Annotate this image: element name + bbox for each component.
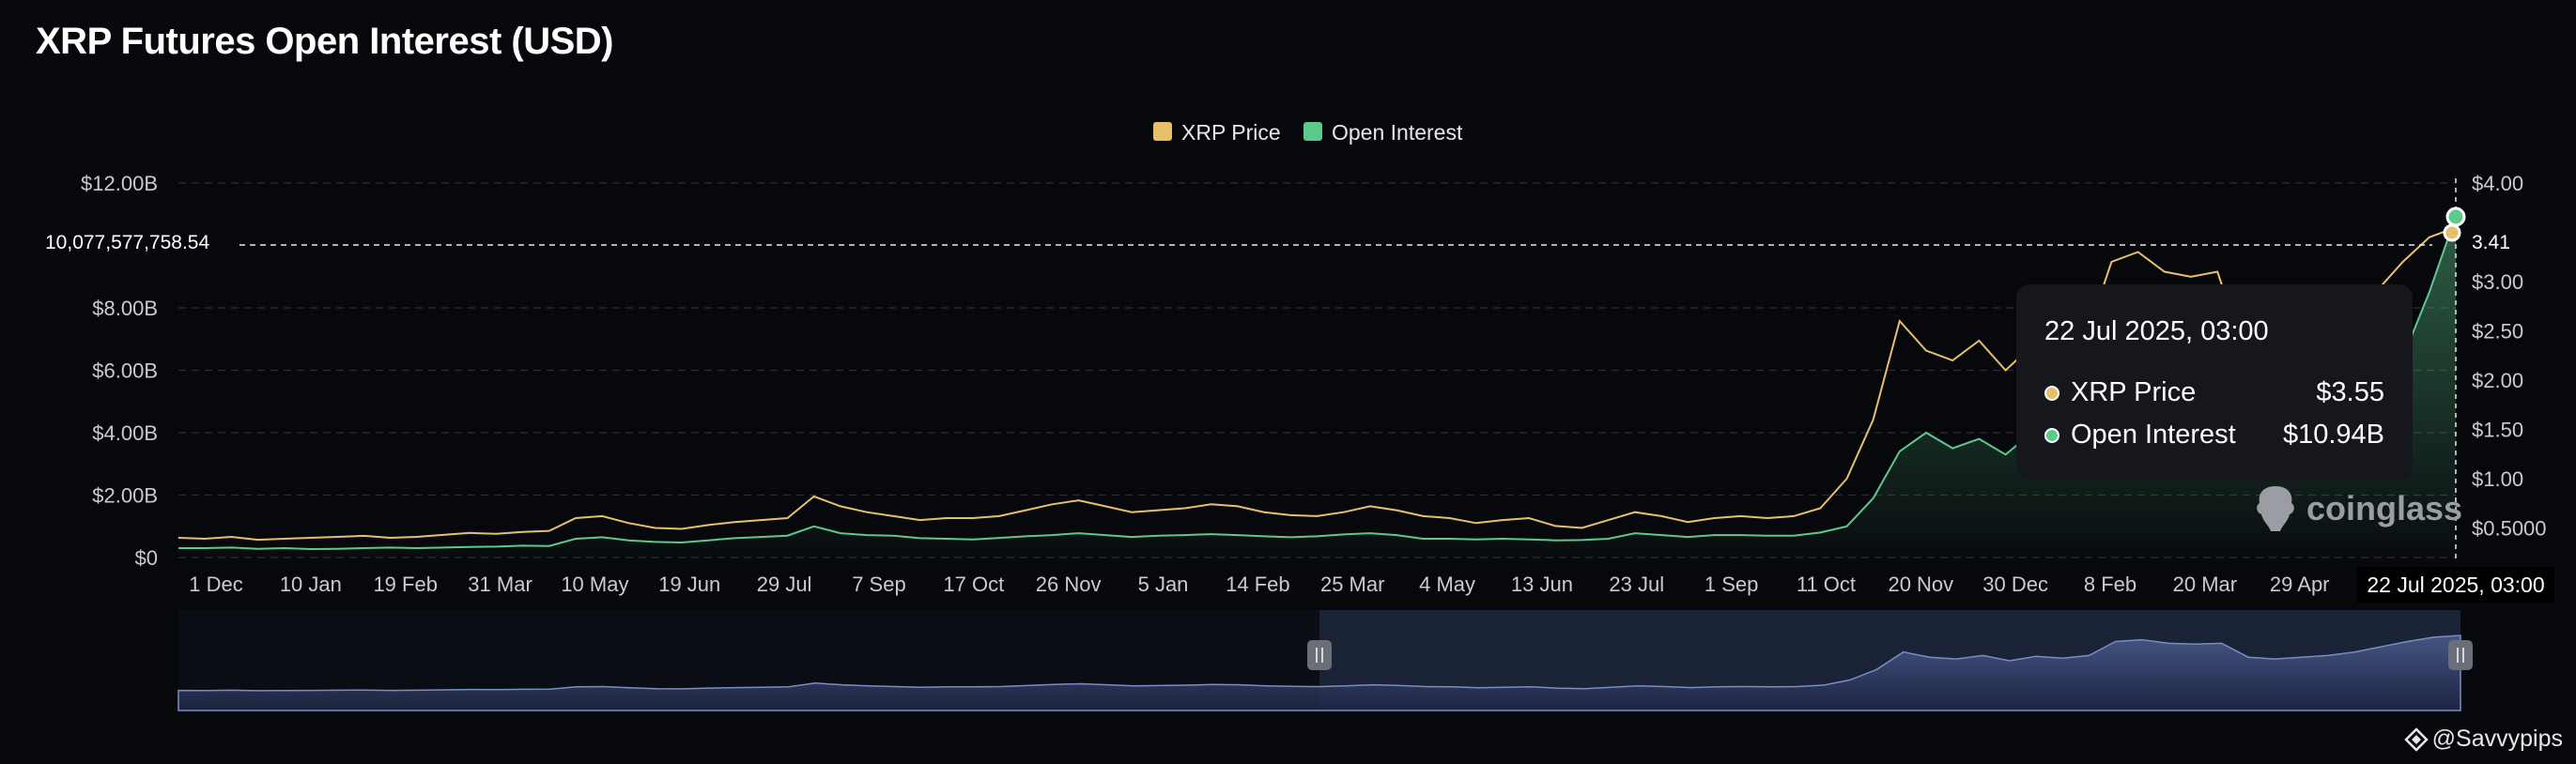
x-tick-label: 20 Nov xyxy=(1888,573,1953,596)
y-right-tick-label: $0.5000 xyxy=(2472,517,2547,541)
diamond-logo-icon xyxy=(2403,726,2429,752)
tooltip-label-price: XRP Price xyxy=(2071,377,2197,407)
legend-swatch-open-interest xyxy=(1303,122,1322,141)
y-left-tick-label: $6.00B xyxy=(92,359,158,383)
x-tick-label: 29 Jul xyxy=(757,573,812,596)
x-tick-label: 1 Sep xyxy=(1704,573,1759,596)
x-axis: 1 Dec 10 Jan 19 Feb 31 Mar 10 May 19 Jun 29 Ju… xyxy=(189,573,2408,596)
crosshair-point-price xyxy=(2443,223,2461,242)
crosshair-right-value: 3.41 xyxy=(2472,232,2510,254)
x-tick-label: 31 Mar xyxy=(468,573,532,596)
navigator-handle-right[interactable] xyxy=(2448,640,2473,670)
y-right-tick-label: $4.00 xyxy=(2472,172,2523,195)
watermark-text: coinglass xyxy=(2306,489,2463,527)
x-tick-label: 7 Sep xyxy=(852,573,906,596)
y-right-tick-label: $1.50 xyxy=(2472,419,2523,442)
tooltip-value-open-interest: $10.94B xyxy=(2282,420,2384,450)
tooltip-row-price: XRP Price $3.55 xyxy=(2044,372,2384,414)
x-tick-label: 13 Jun xyxy=(1511,573,1573,596)
watermark: coinglass xyxy=(2254,484,2462,533)
y-right-tick-label: $3.00 xyxy=(2472,270,2523,294)
tooltip-row-open-interest: Open Interest $10.94B xyxy=(2044,414,2384,456)
open-interest-area xyxy=(178,216,2456,558)
x-tick-label: 25 Mar xyxy=(1320,573,1384,596)
x-tick-label: 14 Feb xyxy=(1226,573,1290,596)
x-tick-label: 10 Jan xyxy=(280,573,342,596)
y-left-tick-label: $4.00B xyxy=(92,421,158,445)
x-tick-label: 10 May xyxy=(561,573,628,596)
x-tick-label: 19 Jun xyxy=(658,573,720,596)
y-right-tick-label: $1.00 xyxy=(2472,467,2523,491)
y-right-tick-label: $2.00 xyxy=(2472,369,2523,392)
tooltip-label-open-interest: Open Interest xyxy=(2071,420,2236,450)
tooltip-dot-open-interest xyxy=(2044,427,2059,443)
x-tick-label: 29 Apr xyxy=(2270,573,2330,596)
y-left-tick-label: $2.00B xyxy=(92,484,158,508)
x-tick-label: 19 Feb xyxy=(373,573,438,596)
y-axis-left: $0 $2.00B $4.00B $6.00B $8.00B $12.00B xyxy=(81,172,158,570)
x-tick-label: 5 Jan xyxy=(1138,573,1189,596)
crosshair-x-label: 22 Jul 2025, 03:00 xyxy=(2357,567,2554,603)
legend-label-price: XRP Price xyxy=(1181,120,1281,145)
coinglass-logo-icon xyxy=(2257,486,2294,531)
tooltip: 22 Jul 2025, 03:00 XRP Price $3.55 Open … xyxy=(2016,284,2413,480)
x-tick-label: 8 Feb xyxy=(2084,573,2136,596)
y-left-tick-label: $8.00B xyxy=(92,297,158,320)
legend-item-price[interactable]: XRP Price xyxy=(1153,120,1281,145)
legend-label-open-interest: Open Interest xyxy=(1332,120,1463,145)
x-tick-label: 30 Dec xyxy=(1982,573,2048,596)
navigator-area xyxy=(177,634,2461,711)
y-right-tick-label: $2.50 xyxy=(2472,320,2523,344)
legend-swatch-price xyxy=(1153,122,1172,141)
crosshair-point-open-interest xyxy=(2445,206,2466,227)
x-tick-label: 11 Oct xyxy=(1797,573,1856,596)
y-left-tick-label: $0 xyxy=(135,546,158,570)
tooltip-title: 22 Jul 2025, 03:00 xyxy=(2044,316,2269,346)
x-tick-label: 26 Nov xyxy=(1036,573,1102,596)
legend: XRP Price Open Interest xyxy=(1153,120,1463,145)
x-tick-label: 4 May xyxy=(1419,573,1475,596)
y-left-tick-label: $12.00B xyxy=(81,172,158,195)
y-axis-right: $0.5000 $1.00 $1.50 $2.00 $2.50 $3.00 $4.00 xyxy=(2472,172,2547,541)
x-tick-label: 20 Mar xyxy=(2173,573,2237,596)
chart-title: XRP Futures Open Interest (USD) xyxy=(36,21,613,62)
navigator[interactable] xyxy=(177,610,2473,711)
x-tick-label: 1 Dec xyxy=(189,573,242,596)
x-tick-label: 17 Oct xyxy=(943,573,1004,596)
x-tick-label: 23 Jul xyxy=(1609,573,1664,596)
tooltip-value-price: $3.55 xyxy=(2316,377,2384,407)
legend-item-open-interest[interactable]: Open Interest xyxy=(1303,120,1463,145)
navigator-handle-left[interactable] xyxy=(1307,640,1332,670)
tooltip-dot-price xyxy=(2044,385,2059,401)
credit: @Savvypips xyxy=(2403,726,2563,753)
credit-text: @Savvypips xyxy=(2431,726,2563,752)
crosshair-left-value: 10,077,577,758.54 xyxy=(45,232,210,254)
